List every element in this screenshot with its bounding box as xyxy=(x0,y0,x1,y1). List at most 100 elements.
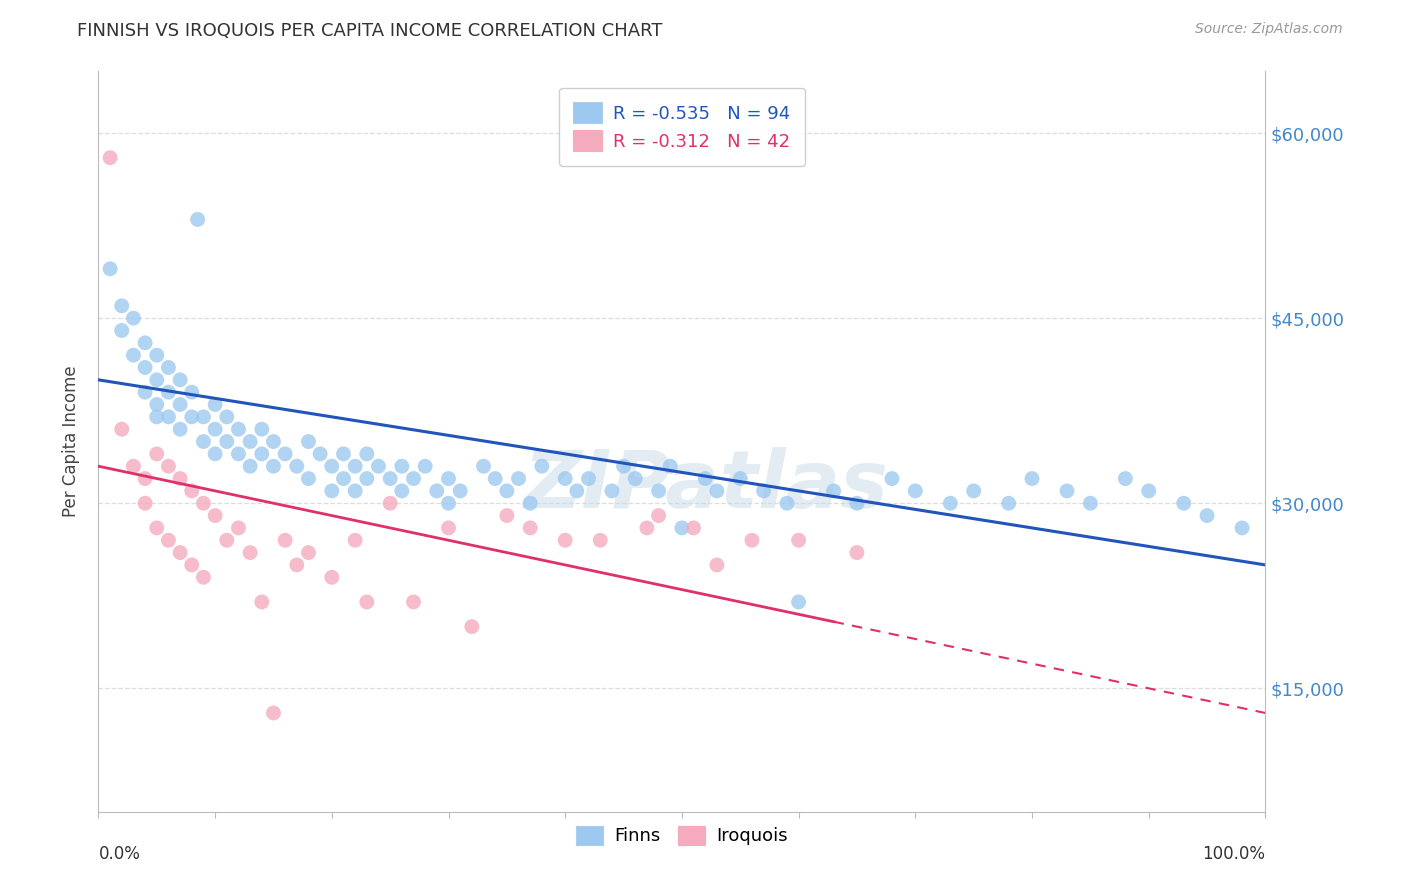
Point xyxy=(344,483,367,498)
Point xyxy=(752,483,775,498)
Point xyxy=(647,483,669,498)
Point xyxy=(157,533,180,548)
Text: FINNISH VS IROQUOIS PER CAPITA INCOME CORRELATION CHART: FINNISH VS IROQUOIS PER CAPITA INCOME CO… xyxy=(77,22,662,40)
Point xyxy=(228,521,250,535)
Point xyxy=(1021,471,1043,485)
Point xyxy=(134,335,156,350)
Text: 0.0%: 0.0% xyxy=(98,845,141,863)
Point xyxy=(519,496,541,510)
Point xyxy=(309,447,332,461)
Point xyxy=(332,447,354,461)
Point xyxy=(391,483,413,498)
Point xyxy=(554,533,576,548)
Point xyxy=(157,409,180,424)
Point xyxy=(157,360,180,375)
Point xyxy=(671,521,693,535)
Point xyxy=(530,459,553,474)
Point xyxy=(239,459,262,474)
Point xyxy=(187,212,209,227)
Point xyxy=(565,483,588,498)
Text: ZIPatlas: ZIPatlas xyxy=(523,447,887,525)
Point xyxy=(1080,496,1102,510)
Point xyxy=(285,459,308,474)
Point xyxy=(111,299,134,313)
Point xyxy=(321,459,343,474)
Point xyxy=(157,459,180,474)
Point xyxy=(695,471,717,485)
Point xyxy=(472,459,495,474)
Point xyxy=(250,447,273,461)
Point xyxy=(402,471,425,485)
Point xyxy=(285,558,308,572)
Point xyxy=(1056,483,1078,498)
Text: Source: ZipAtlas.com: Source: ZipAtlas.com xyxy=(1195,22,1343,37)
Point xyxy=(997,496,1019,510)
Point xyxy=(437,471,460,485)
Point xyxy=(228,447,250,461)
Point xyxy=(391,459,413,474)
Point xyxy=(146,398,169,412)
Point xyxy=(146,409,169,424)
Point xyxy=(426,483,449,498)
Point xyxy=(297,545,319,560)
Point xyxy=(169,471,191,485)
Point xyxy=(180,409,202,424)
Point xyxy=(519,521,541,535)
Point xyxy=(146,348,169,362)
Point xyxy=(122,311,145,326)
Point xyxy=(98,261,121,276)
Point xyxy=(367,459,389,474)
Point xyxy=(146,447,169,461)
Point xyxy=(496,508,519,523)
Point xyxy=(193,434,215,449)
Point xyxy=(356,471,378,485)
Point xyxy=(332,471,354,485)
Point xyxy=(823,483,845,498)
Point xyxy=(939,496,962,510)
Point xyxy=(776,496,799,510)
Point xyxy=(402,595,425,609)
Point xyxy=(682,521,704,535)
Point xyxy=(204,508,226,523)
Point xyxy=(554,471,576,485)
Point xyxy=(413,459,436,474)
Point xyxy=(134,496,156,510)
Point xyxy=(706,483,728,498)
Point xyxy=(636,521,658,535)
Point xyxy=(193,496,215,510)
Point xyxy=(1173,496,1195,510)
Point xyxy=(624,471,647,485)
Point xyxy=(262,706,284,720)
Legend: Finns, Iroquois: Finns, Iroquois xyxy=(567,816,797,855)
Point xyxy=(274,533,297,548)
Point xyxy=(134,385,156,400)
Point xyxy=(437,521,460,535)
Point xyxy=(193,409,215,424)
Point xyxy=(380,496,402,510)
Point xyxy=(1230,521,1253,535)
Point xyxy=(98,151,121,165)
Point xyxy=(204,447,226,461)
Point xyxy=(578,471,600,485)
Point xyxy=(787,595,810,609)
Point xyxy=(169,545,191,560)
Point xyxy=(134,360,156,375)
Point xyxy=(180,483,202,498)
Point xyxy=(904,483,927,498)
Text: 100.0%: 100.0% xyxy=(1202,845,1265,863)
Point xyxy=(962,483,984,498)
Point xyxy=(437,496,460,510)
Point xyxy=(613,459,636,474)
Point xyxy=(122,459,145,474)
Point xyxy=(344,459,367,474)
Point xyxy=(730,471,752,485)
Point xyxy=(180,558,202,572)
Point xyxy=(880,471,903,485)
Point xyxy=(496,483,519,498)
Point xyxy=(600,483,623,498)
Point xyxy=(321,483,343,498)
Point xyxy=(215,434,238,449)
Point xyxy=(484,471,506,485)
Point xyxy=(146,521,169,535)
Point xyxy=(589,533,612,548)
